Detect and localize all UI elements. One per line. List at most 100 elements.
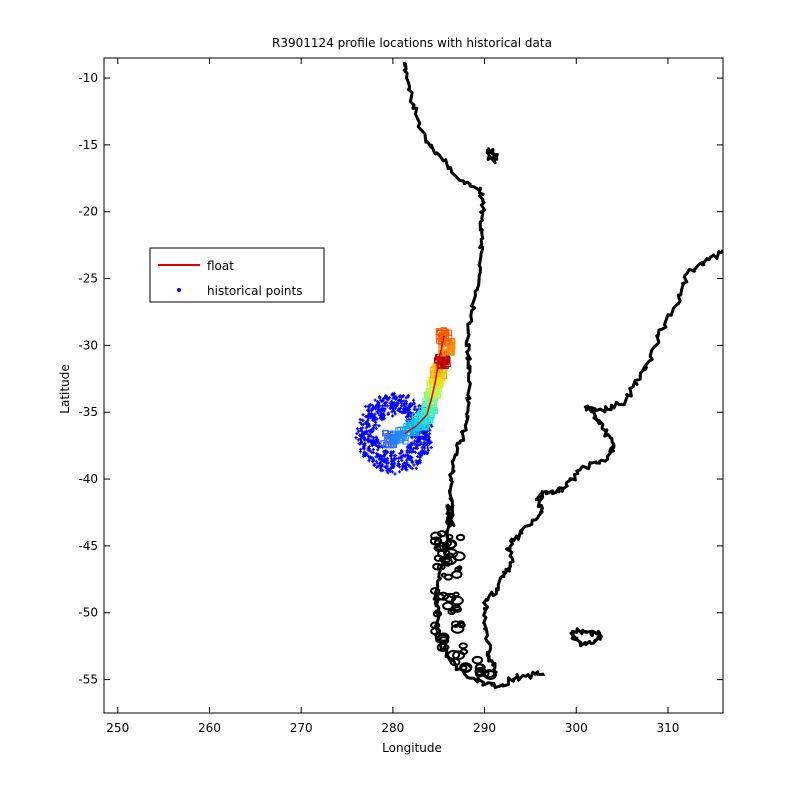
historical-point — [366, 409, 370, 413]
historical-point — [426, 443, 430, 448]
legend-historical-swatch — [177, 288, 181, 292]
historical-point — [367, 454, 371, 459]
historical-point — [377, 444, 381, 448]
historical-point — [412, 442, 416, 446]
historical-point — [391, 396, 395, 400]
historical-point — [374, 455, 378, 459]
historical-point — [405, 414, 409, 419]
historical-point — [401, 462, 405, 466]
data-layer — [354, 61, 723, 689]
historical-point — [371, 436, 376, 440]
historical-point — [428, 439, 432, 443]
profile-point — [440, 327, 447, 334]
y-tick-label: -25 — [78, 272, 98, 286]
historical-point — [363, 438, 367, 442]
historical-point — [420, 446, 424, 450]
coastline-west — [402, 61, 546, 689]
historical-point — [362, 446, 366, 450]
historical-point — [366, 416, 371, 420]
historical-point — [374, 423, 378, 427]
island — [440, 572, 448, 578]
historical-point — [396, 398, 401, 403]
historical-point — [406, 395, 410, 399]
historical-point — [386, 398, 390, 402]
historical-point — [358, 433, 362, 437]
historical-point — [358, 450, 362, 454]
historical-point — [412, 398, 416, 402]
historical-point — [423, 432, 427, 436]
historical-point — [401, 411, 405, 415]
historical-point — [370, 409, 374, 413]
historical-point — [382, 454, 386, 458]
historical-point — [397, 408, 401, 412]
historical-point — [386, 411, 390, 415]
historical-point — [383, 465, 387, 469]
historical-point — [389, 466, 393, 470]
island — [446, 552, 454, 559]
historical-point — [385, 456, 390, 461]
historical-point — [366, 446, 370, 450]
historical-point — [405, 445, 409, 449]
historical-point — [362, 432, 366, 437]
profile-point — [397, 426, 404, 433]
historical-point — [374, 443, 378, 448]
historical-point — [395, 403, 399, 407]
historical-point — [371, 448, 375, 452]
axis-ticks: 250 260 270 280 290 300 310 -10 -15 -20 -25 -30 -35 -… — [78, 58, 723, 735]
float-track — [404, 335, 445, 435]
y-tick-label: -30 — [78, 338, 98, 352]
historical-point — [381, 398, 385, 402]
historical-point — [366, 424, 370, 428]
y-tick-label: -40 — [78, 472, 98, 486]
historical-point — [417, 438, 422, 442]
historical-point — [407, 443, 411, 447]
x-axis-label: Longitude — [382, 741, 442, 755]
historical-point — [391, 450, 396, 454]
historical-point — [367, 459, 371, 463]
historical-point — [391, 403, 395, 407]
island — [458, 642, 468, 650]
historical-point — [392, 456, 396, 461]
historical-point — [377, 424, 381, 428]
historical-point — [362, 442, 366, 447]
historical-point — [397, 465, 402, 469]
historical-point — [429, 445, 433, 450]
historical-point — [392, 406, 396, 410]
historical-point — [393, 472, 397, 476]
historical-point — [404, 466, 408, 470]
coastline-falklands — [569, 627, 604, 648]
legend-box — [149, 247, 325, 303]
island — [432, 562, 443, 571]
x-tick-label: 290 — [473, 721, 496, 735]
historical-point — [389, 459, 394, 463]
historical-point — [374, 435, 378, 439]
coastline-east — [482, 249, 723, 676]
historical-point — [389, 405, 393, 410]
y-axis-label: Latitude — [58, 364, 72, 413]
profile-point — [385, 440, 392, 447]
historical-point — [409, 458, 413, 462]
historical-point — [414, 466, 418, 470]
historical-point — [394, 396, 399, 400]
x-tick-label: 310 — [657, 721, 680, 735]
historical-point — [360, 426, 365, 430]
historical-point — [383, 458, 387, 462]
y-tick-label: -15 — [78, 138, 98, 152]
historical-point — [374, 459, 378, 463]
historical-point — [366, 432, 370, 436]
island — [437, 632, 450, 642]
historical-point — [379, 454, 383, 458]
historical-point — [359, 436, 363, 440]
island — [445, 533, 454, 540]
historical-point — [375, 417, 379, 421]
historical-point — [421, 431, 425, 435]
historical-point — [389, 399, 394, 404]
coastline-chiloe — [445, 503, 456, 528]
historical-point — [401, 407, 406, 411]
island — [475, 663, 484, 670]
historical-point — [371, 414, 375, 418]
historical-point — [358, 420, 362, 425]
historical-point — [396, 402, 400, 406]
historical-point — [390, 410, 394, 414]
profile-point — [406, 423, 413, 430]
